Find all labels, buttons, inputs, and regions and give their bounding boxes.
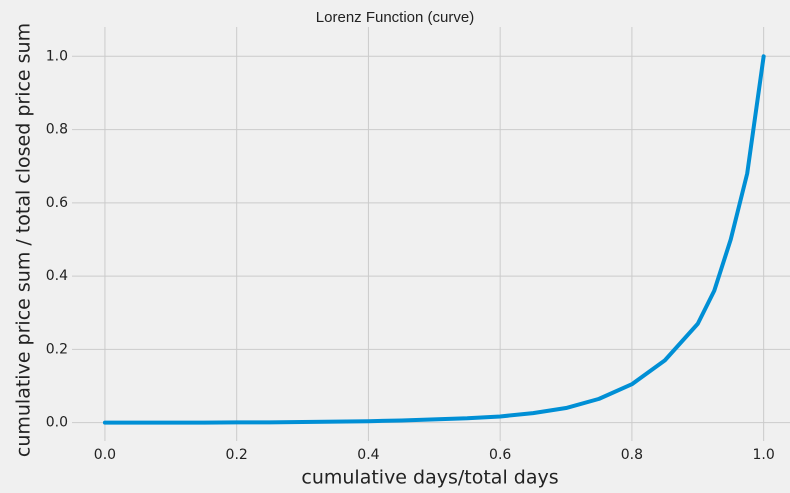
chart-title: Lorenz Function (curve) xyxy=(316,9,474,26)
y-tick-label: 0.8 xyxy=(46,122,68,138)
x-tick-label: 0.2 xyxy=(226,447,248,463)
y-tick-label: 0.0 xyxy=(46,415,68,431)
x-tick-label: 0.8 xyxy=(621,447,643,463)
line-series xyxy=(102,54,766,425)
x-tick-label: 0.6 xyxy=(489,447,511,463)
y-tick-label: 0.6 xyxy=(46,195,68,211)
x-tick-label: 0.4 xyxy=(357,447,379,463)
x-axis-label: cumulative days/total days xyxy=(301,467,558,489)
x-tick-label: 0.0 xyxy=(94,447,116,463)
y-axis-label: cumulative price sum / total closed pric… xyxy=(13,23,35,457)
y-tick-label: 0.4 xyxy=(46,268,68,284)
x-tick-label: 1.0 xyxy=(753,447,775,463)
y-tick-label: 0.2 xyxy=(46,341,68,357)
y-tick-label: 1.0 xyxy=(46,48,68,64)
